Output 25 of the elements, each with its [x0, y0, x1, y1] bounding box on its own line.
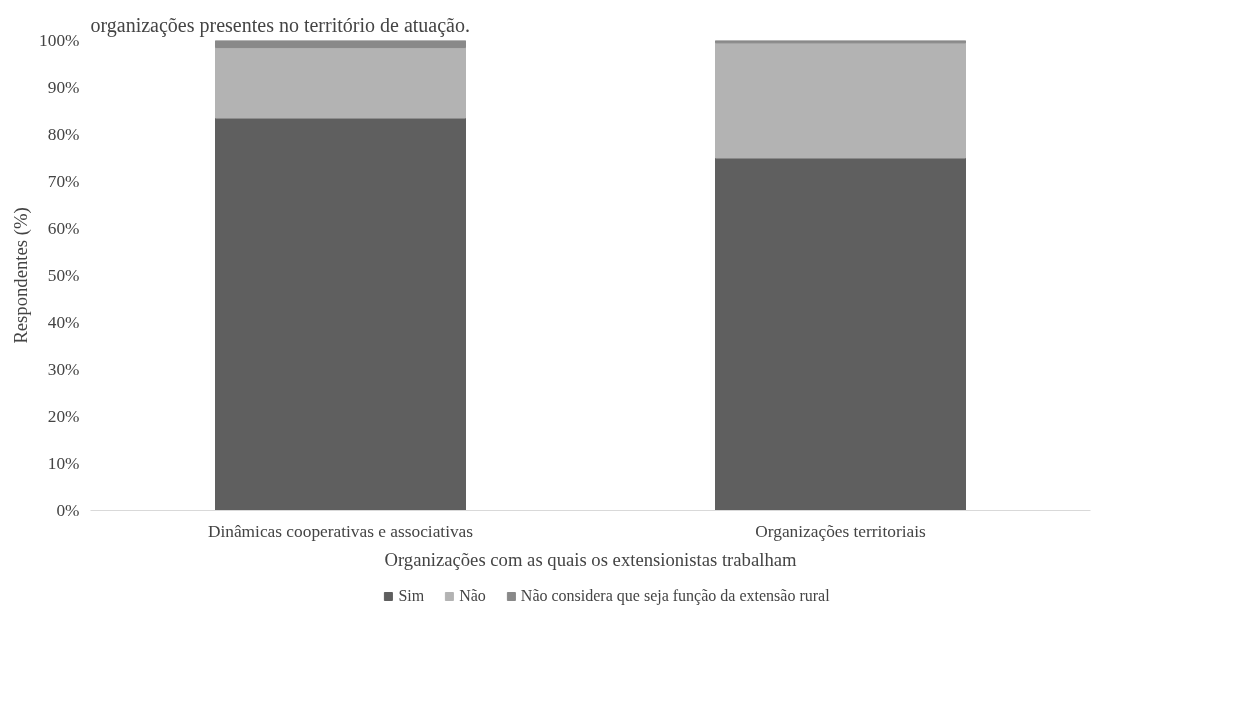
y-tick-label: 20% [47, 407, 80, 426]
y-tick-label: 10% [47, 454, 80, 473]
y-tick-label: 30% [47, 360, 80, 379]
text: organizações presentes no território de atuação. [90, 13, 470, 37]
bar [715, 40, 966, 44]
y-tick-label: 90% [47, 78, 80, 97]
bar [215, 40, 466, 49]
bar [715, 157, 966, 511]
legend-label: Não [459, 587, 486, 605]
y-tick-label: 100% [39, 31, 80, 50]
x-axis-title: Organizações com as quais os extensionistas trabalham [384, 548, 798, 570]
y-tick-label: 80% [47, 125, 80, 144]
bar [215, 117, 466, 511]
bar [715, 42, 966, 159]
y-tick-label: 60% [47, 219, 80, 238]
y-tick-label: 0% [56, 501, 80, 520]
y-tick-label: 40% [47, 313, 80, 332]
y-tick-label: 50% [47, 266, 80, 285]
x-tick-label: Dinâmicas cooperativas e associativas [207, 521, 474, 541]
y-tick-label: 70% [47, 172, 80, 191]
legend-label: Sim [398, 587, 425, 605]
y-axis-title: Respondentes (%) [10, 207, 33, 344]
x-tick-label: Organizações territoriais [755, 521, 926, 541]
legend-label: Não considera que seja função da extensão rural [520, 587, 830, 605]
bar [215, 47, 466, 119]
